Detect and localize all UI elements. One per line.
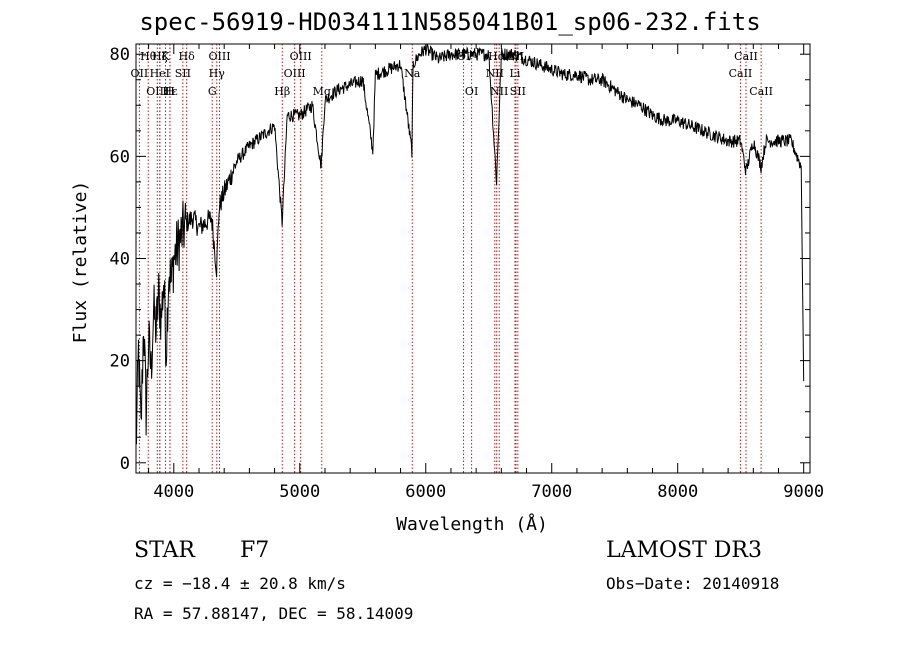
subclass: F7 bbox=[240, 538, 270, 563]
spectral-line-label: CaII bbox=[749, 85, 773, 98]
coordinates: RA = 57.88147, DEC = 58.14009 bbox=[134, 604, 414, 623]
chart-title: spec-56919-HD034111N585041B01_sp06-232.f… bbox=[139, 8, 761, 36]
x-axis-label: Wavelength (Å) bbox=[396, 513, 548, 535]
spectrum-series bbox=[135, 43, 805, 445]
spectral-line-label: CaII bbox=[734, 50, 758, 63]
spectral-line-label: SII bbox=[510, 85, 526, 98]
object-class: STAR bbox=[134, 538, 195, 563]
y-axis-label: Flux (relative) bbox=[70, 181, 91, 344]
x-tick-label: 8000 bbox=[657, 482, 698, 502]
y-tick-label: 40 bbox=[110, 250, 130, 270]
x-tick-label: 9000 bbox=[783, 482, 824, 502]
spectral-line-label: NII bbox=[486, 67, 504, 80]
spectral-line-label: OIII bbox=[284, 67, 306, 80]
spectral-line-label: Hα bbox=[488, 50, 506, 63]
y-tick-label: 80 bbox=[110, 45, 130, 65]
spectral-line-label: K bbox=[161, 50, 170, 63]
spectral-line-label: CaII bbox=[729, 67, 753, 80]
spectral-line-label: Hθ bbox=[140, 50, 157, 63]
spectral-line-label: Hβ bbox=[274, 85, 290, 98]
spectral-line-label: Na bbox=[404, 67, 421, 80]
spectral-line-label: OII bbox=[131, 67, 149, 80]
spectral-line-label: Hζ bbox=[152, 50, 168, 63]
spectral-line-label: SII bbox=[175, 67, 191, 80]
spectral-line-label: OIII bbox=[208, 50, 230, 63]
y-tick-label: 0 bbox=[120, 454, 130, 474]
spectral-line-label: Hε bbox=[162, 85, 178, 98]
spectral-line-label: OIII bbox=[146, 85, 168, 98]
spectral-line-markers bbox=[138, 44, 762, 473]
survey-name: LAMOST DR3 bbox=[606, 538, 762, 563]
spectral-line-label: Hδ bbox=[179, 50, 196, 63]
spectrum-line bbox=[135, 43, 805, 445]
spectral-line-label: SII bbox=[508, 50, 524, 63]
spectral-line-label: NII bbox=[490, 85, 508, 98]
spectral-line-label: Hγ bbox=[209, 67, 226, 80]
observation-date: Obs−Date: 20140918 bbox=[606, 574, 780, 593]
axes: 4000 5000 6000 7000 8000 9000 0 20 40 60 80 bbox=[110, 43, 824, 502]
redshift-value: cz = −18.4 ± 20.8 km/s bbox=[134, 574, 346, 593]
x-tick-label: 5000 bbox=[279, 482, 320, 502]
spectral-line-label: HeI bbox=[150, 67, 170, 80]
spectral-line-label: OIII bbox=[290, 50, 312, 63]
spectral-line-label: G bbox=[208, 85, 217, 98]
x-tick-label: 7000 bbox=[531, 482, 572, 502]
spectral-line-label: H bbox=[165, 85, 175, 98]
y-tick-label: 60 bbox=[110, 147, 130, 167]
spectral-line-label: OI bbox=[457, 50, 470, 63]
spectral-line-label: OI bbox=[465, 85, 478, 98]
x-tick-label: 6000 bbox=[405, 482, 446, 502]
y-tick-label: 20 bbox=[110, 352, 130, 372]
plot-frame bbox=[135, 43, 811, 474]
spectral-line-label: Li bbox=[510, 67, 521, 80]
spectral-line-label: Mg bbox=[313, 85, 331, 98]
x-tick-label: 4000 bbox=[153, 482, 194, 502]
